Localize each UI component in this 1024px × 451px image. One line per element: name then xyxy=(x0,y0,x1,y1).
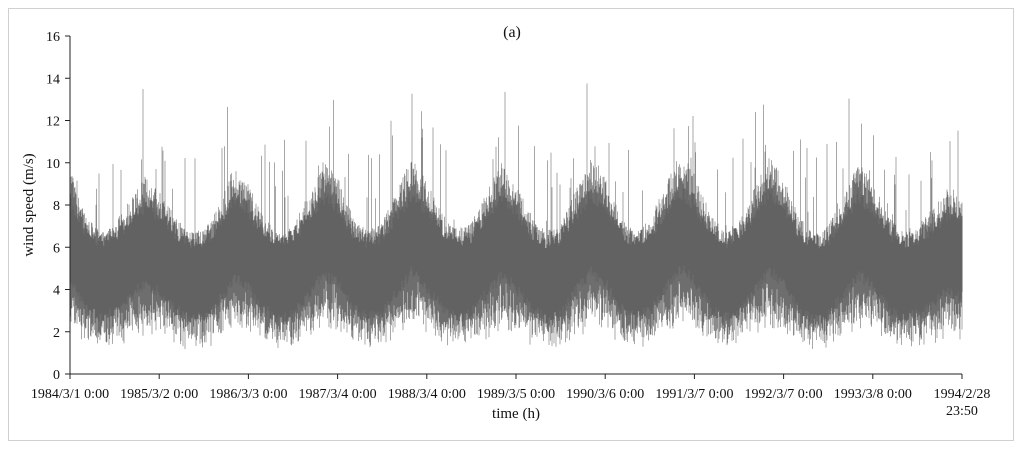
x-tick-label: 1990/3/6 0:00 xyxy=(566,387,644,402)
y-tick-label: 12 xyxy=(46,115,60,130)
y-axis-title: wind speed (m/s) xyxy=(21,153,37,256)
y-tick-label: 0 xyxy=(53,368,60,383)
x-tick-group: 1984/3/1 0:00 1985/3/2 0:00 1986/3/3 0:00 1… xyxy=(31,374,990,419)
x-tick-label: 1991/3/7 0:00 xyxy=(655,387,733,402)
y-tick-label: 2 xyxy=(53,326,60,341)
y-tick-group: 0 2 4 6 8 10 12 14 16 xyxy=(46,30,70,383)
x-tick-label: 1988/3/4 0:00 xyxy=(388,387,466,402)
panel-label: (a) xyxy=(503,24,521,41)
x-tick-label: 1987/3/4 0:00 xyxy=(299,387,377,402)
x-tick-label: 1994/2/28 23:50 xyxy=(934,387,991,419)
y-tick-label: 10 xyxy=(46,157,60,172)
y-tick-label: 16 xyxy=(46,30,60,45)
x-tick-label: 1989/3/5 0:00 xyxy=(477,387,555,402)
x-tick-label: 1992/3/7 0:00 xyxy=(745,387,823,402)
x-tick-label: 1985/3/2 0:00 xyxy=(120,387,198,402)
x-tick-label: 1984/3/1 0:00 xyxy=(31,387,109,402)
x-axis-title: time (h) xyxy=(492,406,540,422)
y-tick-label: 8 xyxy=(53,199,60,214)
series-layer xyxy=(69,83,963,349)
y-tick-label: 4 xyxy=(53,284,60,299)
x-tick-label: 1993/3/8 0:00 xyxy=(834,387,912,402)
x-tick-label: 1986/3/3 0:00 xyxy=(209,387,287,402)
y-tick-label: 14 xyxy=(46,72,60,87)
y-tick-label: 6 xyxy=(53,241,60,256)
